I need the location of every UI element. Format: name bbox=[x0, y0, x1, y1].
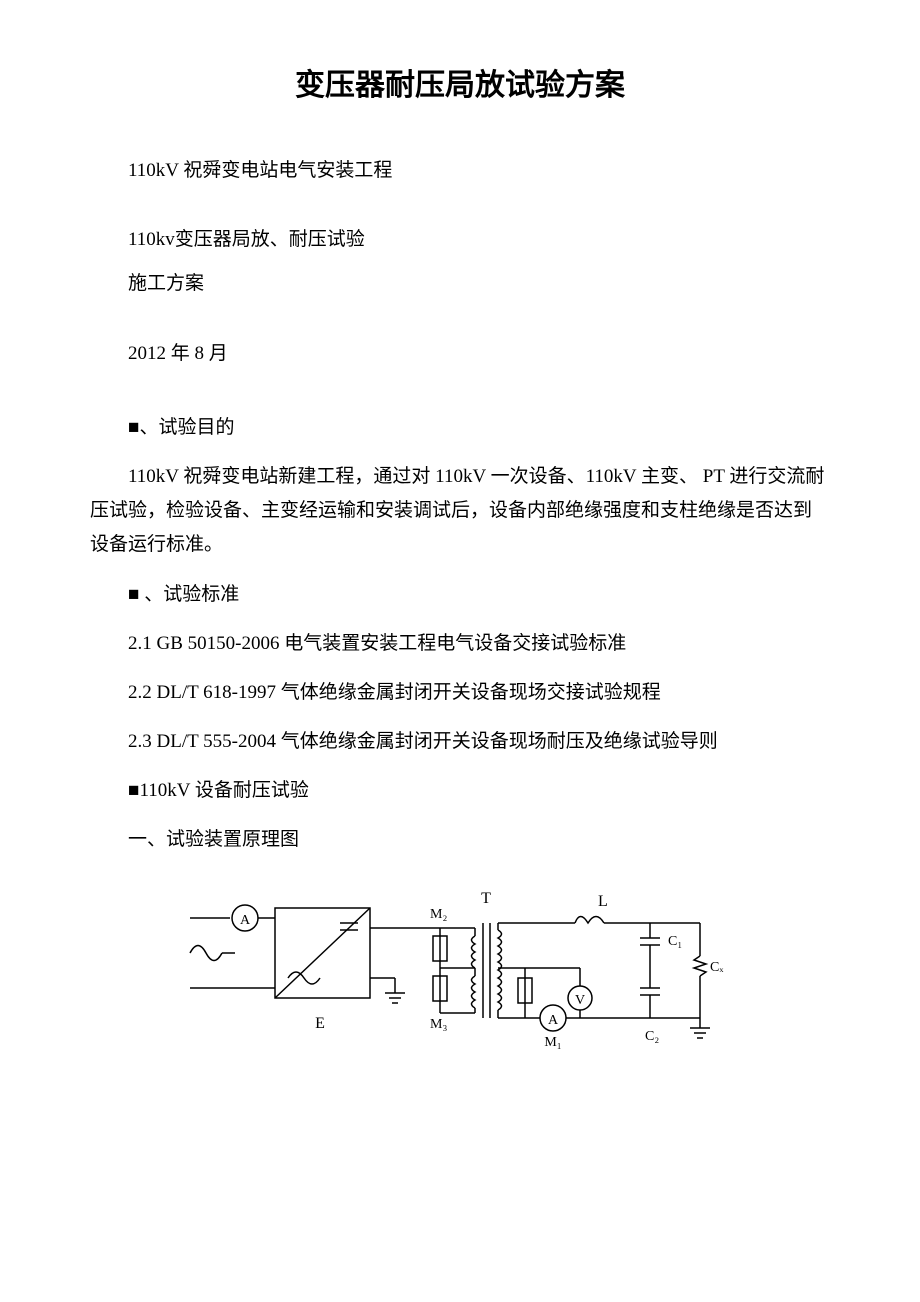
label-e: E bbox=[315, 1015, 325, 1032]
label-c2: C₂ bbox=[645, 1029, 659, 1044]
label-t: T bbox=[481, 890, 491, 907]
label-m2: M₂ bbox=[430, 907, 447, 922]
ammeter-2-label: A bbox=[548, 1013, 559, 1028]
label-m3: M₃ bbox=[430, 1017, 447, 1032]
plan-label: 施工方案 bbox=[90, 267, 830, 301]
document-title: 变压器耐压局放试验方案 bbox=[90, 60, 830, 104]
voltmeter-label: V bbox=[575, 993, 585, 1008]
circuit-diagram-container: A E M₂ bbox=[90, 878, 830, 1088]
standard-item-1: 2.1 GB 50150-2006 电气装置安装工程电气设备交接试验标准 bbox=[90, 627, 830, 661]
project-name: 110kV 祝舜变电站电气安装工程 bbox=[90, 154, 830, 188]
circuit-diagram: A E M₂ bbox=[180, 878, 740, 1088]
section-3-heading: ■110kV 设备耐压试验 bbox=[90, 774, 830, 808]
section-3-sub: 一、试验装置原理图 bbox=[90, 823, 830, 857]
label-cx: Cₓ bbox=[710, 960, 724, 975]
standard-item-2: 2.2 DL/T 618-1997 气体绝缘金属封闭开关设备现场交接试验规程 bbox=[90, 676, 830, 710]
label-l: L bbox=[598, 893, 608, 910]
label-c1: C₁ bbox=[668, 934, 682, 949]
section-1-heading: ■、试验目的 bbox=[90, 411, 830, 445]
document-date: 2012 年 8 月 bbox=[90, 337, 830, 371]
label-m1: M₁ bbox=[544, 1035, 561, 1050]
section-2-heading: ■ 、试验标准 bbox=[90, 578, 830, 612]
section-1-body: 110kV 祝舜变电站新建工程，通过对 110kV 一次设备、110kV 主变、… bbox=[90, 460, 830, 563]
ammeter-label: A bbox=[240, 913, 251, 928]
test-name: 110kv变压器局放、耐压试验 bbox=[90, 223, 830, 257]
standard-item-3: 2.3 DL/T 555-2004 气体绝缘金属封闭开关设备现场耐压及绝缘试验导… bbox=[90, 725, 830, 759]
